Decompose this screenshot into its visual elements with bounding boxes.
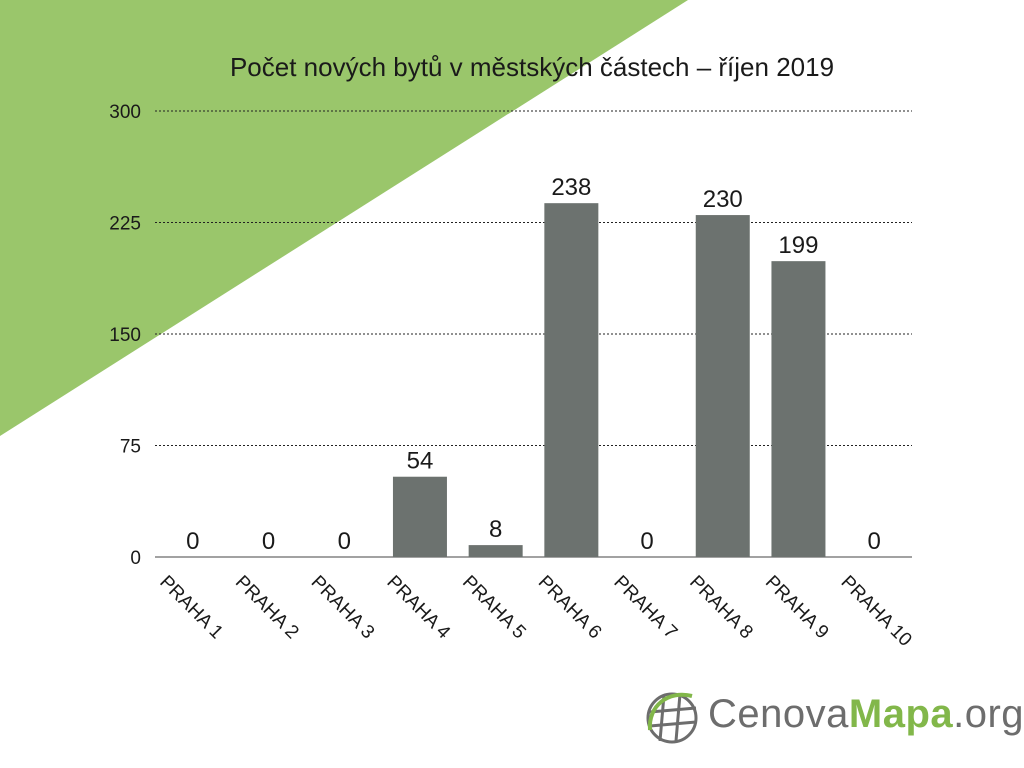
- x-tick-label: PRAHA 7: [610, 572, 682, 644]
- data-label: 199: [778, 232, 818, 259]
- y-tick-label: 75: [120, 437, 141, 458]
- x-tick-label: PRAHA 3: [307, 572, 379, 644]
- logo-text-org: .org: [953, 692, 1024, 736]
- cenovamapa-logo: CenovaMapa.org: [644, 686, 1024, 750]
- green-corner-triangle: [0, 0, 688, 436]
- x-tick-label: PRAHA 10: [837, 572, 916, 651]
- data-label: 0: [867, 528, 880, 555]
- logo-text-mapa: Mapa: [848, 692, 954, 736]
- x-tick-label: PRAHA 9: [761, 572, 833, 644]
- data-label: 8: [489, 516, 502, 543]
- x-tick-label: PRAHA 6: [534, 572, 606, 644]
- x-tick-label: PRAHA 4: [382, 572, 454, 644]
- chart-title: Počet nových bytů v městských částech – …: [229, 52, 835, 82]
- x-tick-label: PRAHA 8: [685, 572, 757, 644]
- bar: [392, 476, 447, 557]
- data-label: 54: [407, 448, 434, 475]
- data-label: 238: [551, 174, 591, 201]
- data-label: 0: [262, 528, 275, 555]
- logo-text-cenova: Cenova: [708, 692, 849, 736]
- x-tick-label: PRAHA 1: [155, 572, 227, 644]
- data-label: 0: [338, 528, 351, 555]
- y-tick-label: 300: [109, 102, 141, 123]
- bar: [468, 545, 523, 557]
- x-tick-label: PRAHA 5: [458, 572, 530, 644]
- bar: [771, 261, 826, 557]
- y-tick-label: 225: [109, 214, 141, 235]
- data-label: 230: [703, 186, 743, 213]
- bar: [695, 215, 750, 558]
- logo-text: CenovaMapa.org: [708, 692, 1024, 737]
- data-label: 0: [186, 528, 199, 555]
- y-tick-label: 0: [130, 548, 141, 569]
- globe-grid-icon: [646, 692, 698, 744]
- y-tick-label: 150: [109, 325, 141, 346]
- data-label: 0: [640, 528, 653, 555]
- bar: [544, 203, 599, 557]
- x-tick-label: PRAHA 2: [231, 572, 303, 644]
